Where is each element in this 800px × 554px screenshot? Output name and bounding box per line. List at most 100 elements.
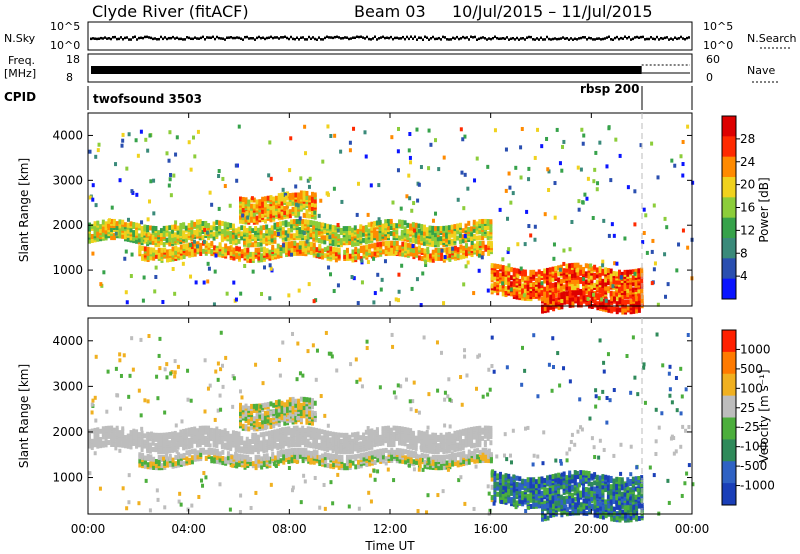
echo-cell bbox=[179, 226, 183, 232]
nsky-sample bbox=[356, 35, 358, 39]
nsky-sample bbox=[582, 36, 584, 39]
echo-cell bbox=[318, 243, 322, 249]
echo-cell bbox=[257, 255, 261, 261]
echo-cell bbox=[409, 243, 413, 249]
echo-cell bbox=[339, 442, 343, 448]
echo-cell bbox=[463, 172, 467, 177]
echo-cell bbox=[417, 245, 421, 251]
echo-cell bbox=[313, 198, 317, 204]
nsky-sample bbox=[406, 35, 408, 39]
echo-cell bbox=[247, 199, 251, 205]
echo-cell bbox=[126, 443, 130, 449]
echo-cell bbox=[263, 196, 267, 202]
echo-cell bbox=[281, 226, 285, 232]
nsky-sample bbox=[148, 36, 150, 39]
echo-cell bbox=[571, 290, 575, 296]
echo-cell bbox=[263, 206, 267, 212]
echo-cell bbox=[498, 272, 502, 278]
echo-cell bbox=[462, 458, 466, 464]
echo-cell bbox=[118, 430, 122, 436]
echo-cell bbox=[226, 222, 230, 228]
echo-cell bbox=[464, 264, 468, 269]
echo-cell bbox=[201, 425, 205, 431]
echo-cell bbox=[294, 398, 298, 404]
echo-cell bbox=[377, 183, 381, 188]
echo-cell bbox=[112, 233, 116, 239]
echo-cell bbox=[498, 284, 502, 290]
echo-cell bbox=[686, 124, 690, 129]
echo-cell bbox=[612, 271, 616, 277]
echo-cell bbox=[420, 453, 424, 459]
nsky-sample bbox=[432, 35, 434, 39]
nsky-sample bbox=[488, 37, 490, 40]
echo-cell bbox=[379, 287, 383, 292]
echo-cell bbox=[467, 449, 471, 455]
echo-cell bbox=[188, 457, 192, 463]
echo-cell bbox=[536, 127, 540, 132]
echo-cell bbox=[364, 154, 368, 159]
nsky-sample bbox=[686, 36, 688, 40]
echo-cell bbox=[121, 132, 125, 137]
echo-cell bbox=[244, 415, 248, 421]
echo-cell bbox=[152, 255, 156, 261]
echo-cell bbox=[490, 275, 494, 281]
echo-cell bbox=[129, 430, 133, 436]
echo-cell bbox=[332, 462, 336, 468]
echo-cell bbox=[510, 281, 514, 287]
echo-cell bbox=[590, 288, 594, 294]
echo-cell bbox=[381, 249, 385, 255]
echo-cell bbox=[99, 282, 103, 287]
echo-cell bbox=[167, 158, 171, 163]
echo-cell bbox=[307, 454, 311, 460]
echo-cell bbox=[348, 447, 352, 453]
echo-cell bbox=[204, 455, 208, 461]
nsky-sample bbox=[578, 37, 580, 40]
echo-cell bbox=[416, 198, 420, 203]
echo-cell bbox=[295, 425, 299, 431]
echo-cell bbox=[213, 269, 217, 274]
echo-cell bbox=[213, 456, 217, 462]
echo-cell bbox=[515, 294, 519, 300]
echo-cell bbox=[412, 201, 416, 206]
echo-cell bbox=[579, 290, 583, 296]
nsky-sample bbox=[258, 35, 260, 39]
echo-cell bbox=[321, 222, 325, 227]
echo-cell bbox=[472, 442, 476, 448]
nsky-sample bbox=[626, 36, 628, 40]
nsky-sample bbox=[664, 36, 666, 40]
echo-cell bbox=[288, 209, 292, 215]
echo-cell bbox=[642, 207, 646, 212]
echo-cell bbox=[391, 200, 395, 205]
echo-cell bbox=[615, 295, 619, 301]
echo-cell bbox=[146, 254, 150, 260]
echo-cell bbox=[276, 243, 280, 249]
echo-cell bbox=[408, 155, 412, 160]
echo-cell bbox=[173, 291, 177, 296]
echo-cell bbox=[445, 446, 449, 452]
echo-cell bbox=[280, 192, 284, 198]
echo-cell bbox=[664, 294, 668, 299]
echo-cell bbox=[560, 302, 564, 308]
echo-cell bbox=[442, 231, 446, 237]
echo-cell bbox=[259, 446, 263, 452]
nsky-tick-low: 10^0 bbox=[50, 39, 80, 52]
echo-cell bbox=[403, 426, 407, 432]
echo-cell bbox=[537, 283, 541, 289]
nsky-sample bbox=[334, 35, 336, 39]
echo-cell bbox=[262, 453, 266, 459]
echo-cell bbox=[88, 226, 91, 232]
echo-cell bbox=[284, 192, 288, 197]
echo-cell bbox=[185, 243, 189, 249]
echo-cell bbox=[507, 171, 511, 176]
echo-cell bbox=[577, 199, 581, 204]
echo-cell bbox=[280, 196, 284, 202]
echo-cell bbox=[140, 220, 144, 225]
nsky-sample bbox=[418, 36, 420, 39]
echo-cell bbox=[483, 224, 487, 230]
echo-cell bbox=[546, 292, 550, 298]
echo-cell bbox=[562, 268, 566, 274]
echo-cell bbox=[154, 459, 158, 465]
colorbar-segment bbox=[722, 238, 736, 259]
echo-cell bbox=[317, 442, 321, 448]
echo-cell bbox=[350, 235, 354, 241]
